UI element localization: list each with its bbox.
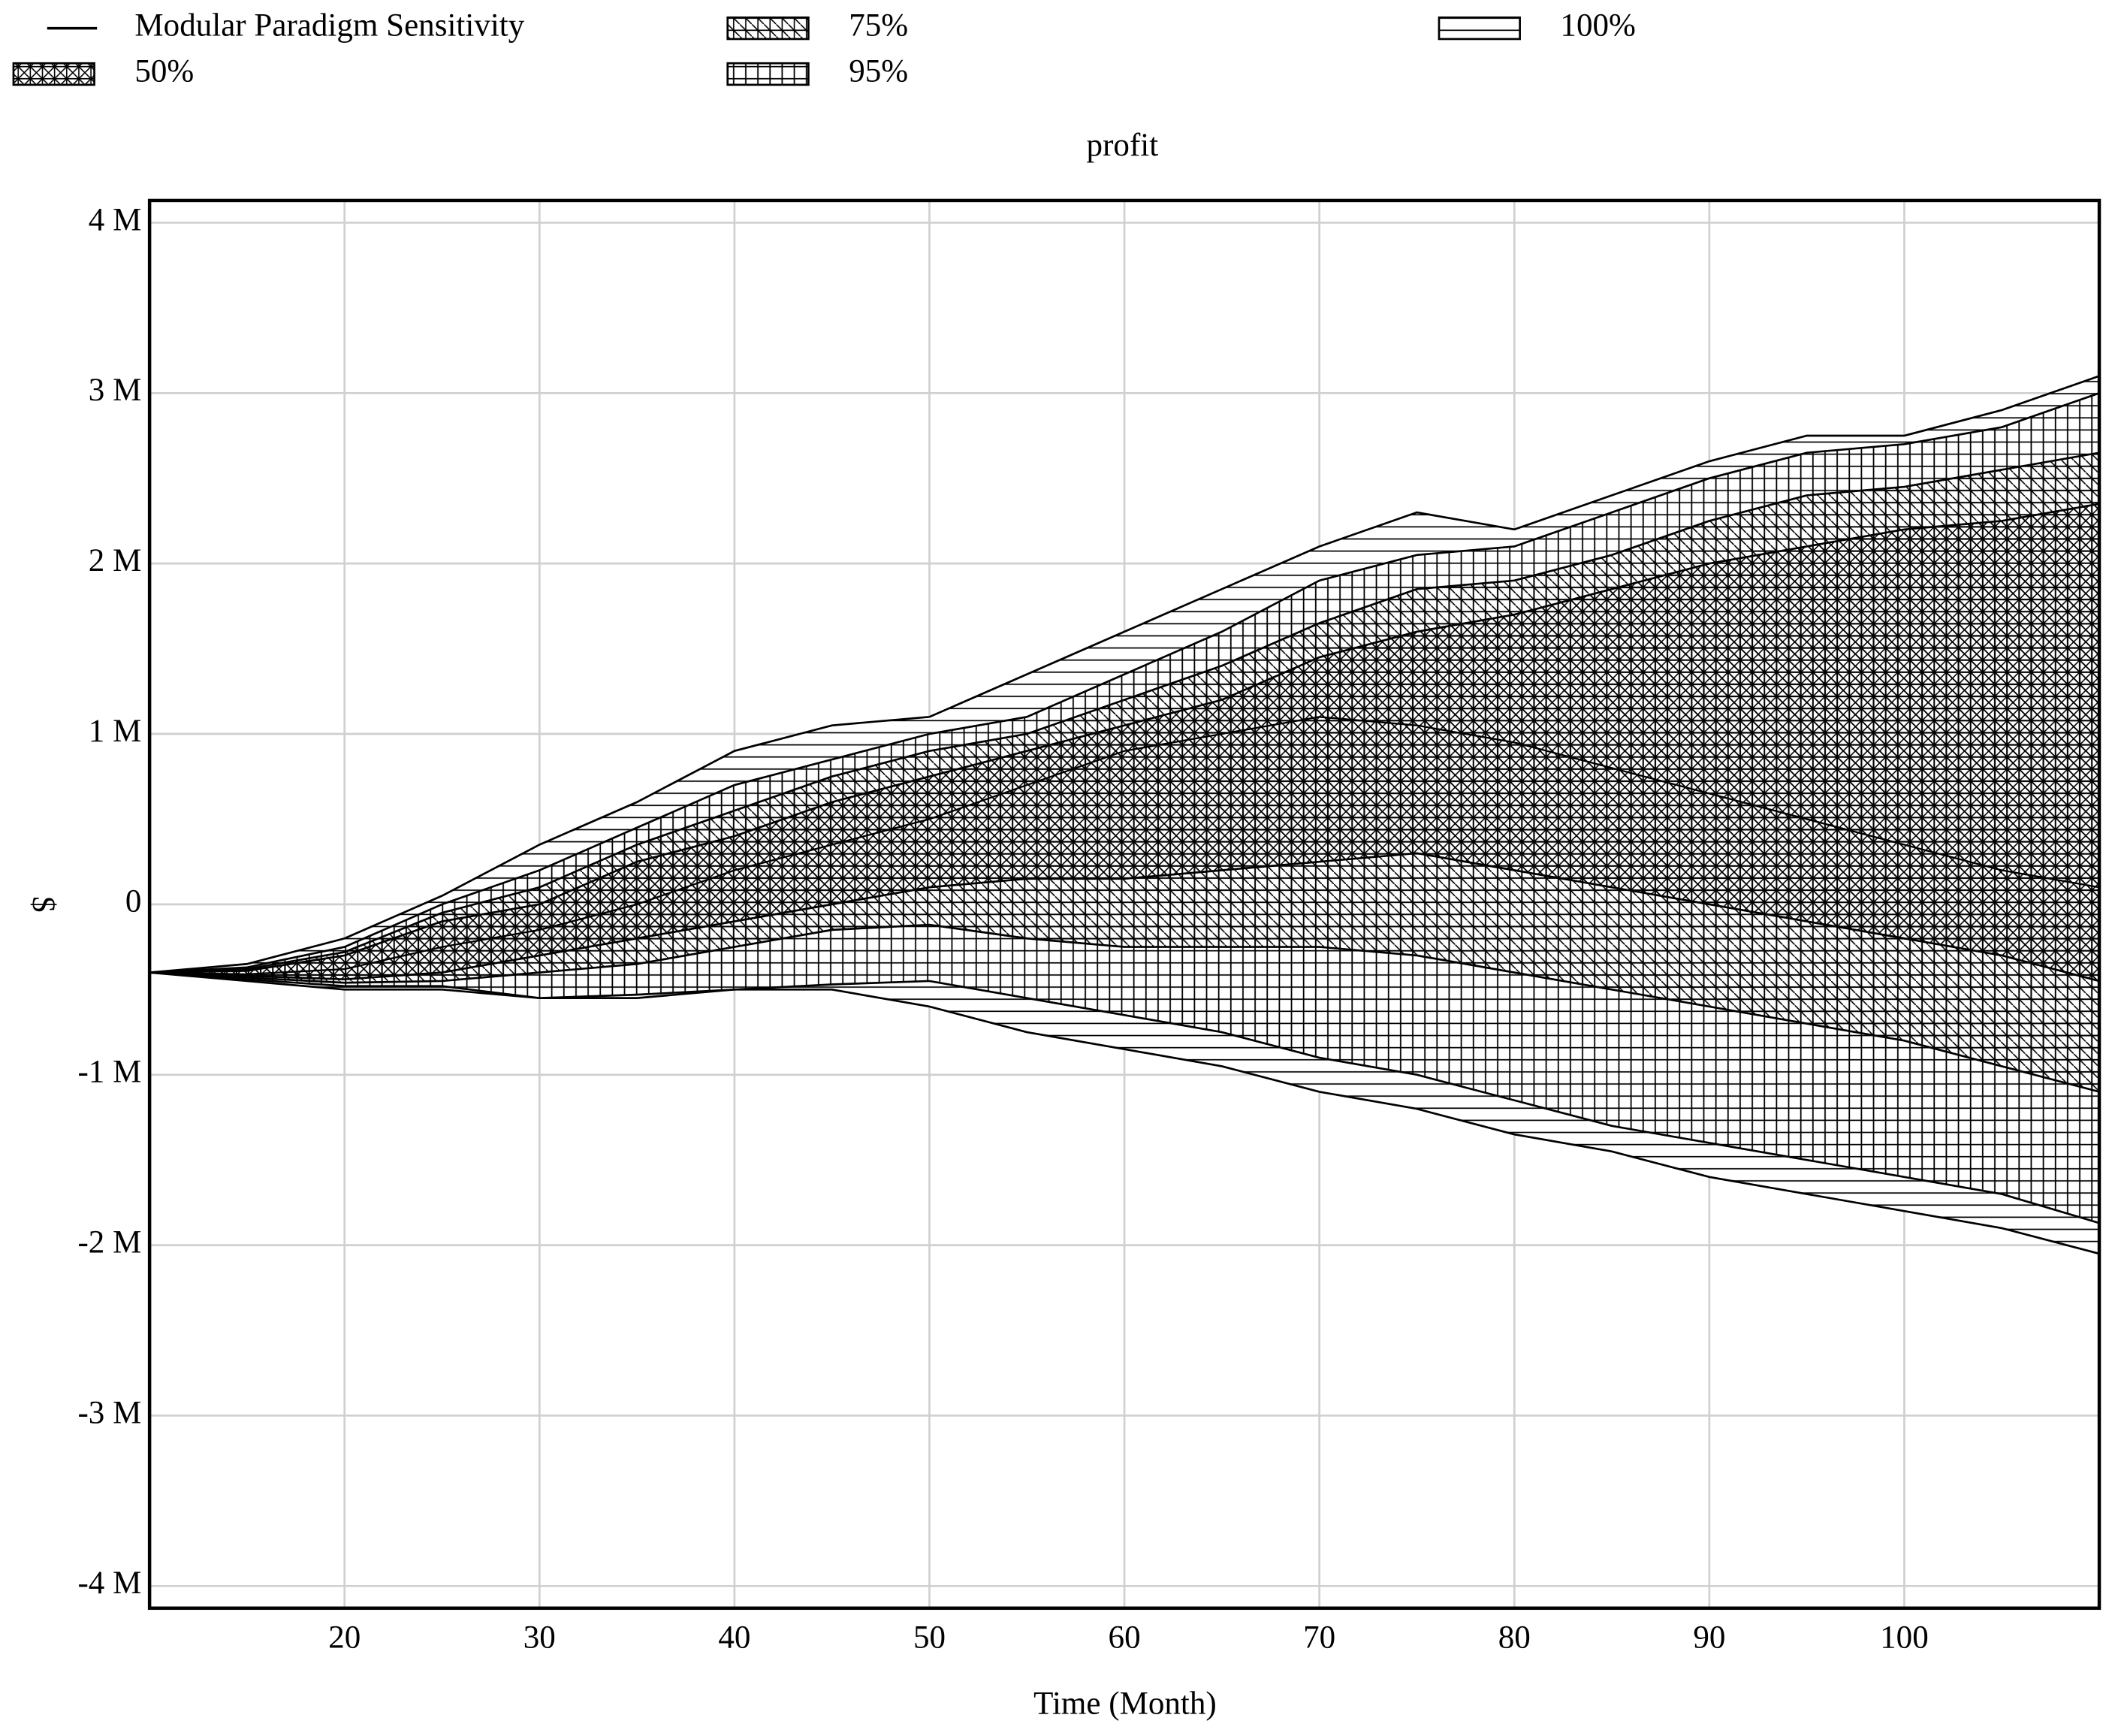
y-tick-label: 0 — [125, 884, 142, 919]
x-tick-label: 60 — [1109, 1620, 1141, 1656]
legend-label: 100% — [1560, 8, 1635, 44]
legend-swatch — [726, 62, 810, 86]
y-tick-label: 4 M — [89, 202, 142, 237]
legend-label: Modular Paradigm Sensitivity — [134, 8, 524, 44]
legend-swatch — [12, 62, 95, 86]
y-tick-label: 2 M — [89, 543, 142, 578]
x-tick-label: 90 — [1693, 1620, 1725, 1656]
legend-label: 95% — [849, 53, 908, 89]
legend-swatch — [726, 16, 810, 41]
x-tick-label: 80 — [1498, 1620, 1531, 1656]
y-tick-label: -3 M — [77, 1395, 141, 1430]
legend-swatch — [1438, 16, 1521, 41]
x-axis-label: Time (Month) — [1033, 1686, 1217, 1721]
y-tick-label: 1 M — [89, 714, 142, 749]
legend-label: 50% — [134, 53, 194, 89]
x-tick-label: 20 — [328, 1620, 361, 1656]
y-tick-label: 3 M — [89, 373, 142, 408]
x-tick-label: 40 — [718, 1620, 750, 1656]
y-tick-label: -2 M — [77, 1224, 141, 1260]
plot-frame — [147, 198, 2101, 1611]
x-tick-label: 70 — [1303, 1620, 1335, 1656]
legend-label: 75% — [849, 8, 908, 44]
y-tick-label: -4 M — [77, 1565, 141, 1601]
y-tick-label: -1 M — [77, 1055, 141, 1090]
x-tick-label: 100 — [1880, 1620, 1929, 1656]
line — [149, 716, 2100, 976]
chart-title: profit — [1087, 128, 1159, 163]
x-tick-label: 50 — [913, 1620, 946, 1656]
y-axis-label: $ — [26, 896, 61, 913]
x-tick-label: 30 — [523, 1620, 556, 1656]
